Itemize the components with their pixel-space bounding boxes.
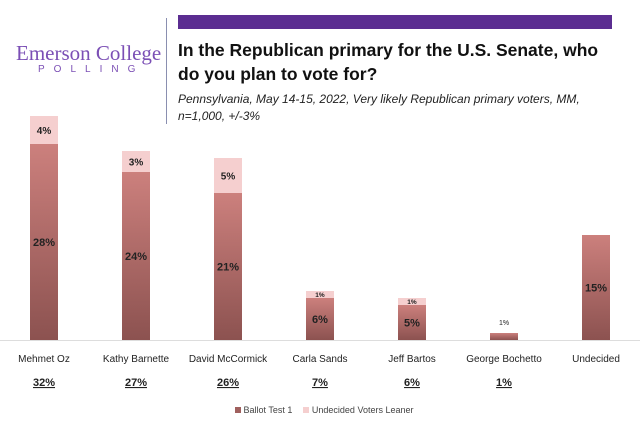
- data-label-ballot: 28%: [33, 237, 55, 249]
- data-label-leaner: 5%: [221, 172, 236, 183]
- data-label-leaner: 1%: [407, 299, 417, 306]
- category-label: David McCormick: [189, 354, 268, 365]
- bar-leaner: [398, 298, 426, 305]
- category-label: Undecided: [572, 354, 620, 365]
- total-label: 6%: [404, 377, 420, 389]
- bar-ballot: [306, 298, 334, 340]
- category-label: George Bochetto: [466, 354, 542, 365]
- data-label-leaner: 4%: [37, 126, 52, 137]
- bar-leaner: [30, 116, 58, 144]
- data-label-ballot: 21%: [217, 262, 239, 274]
- divider: [166, 18, 167, 124]
- total-label: 32%: [33, 377, 55, 389]
- logo-subtitle: POLLING: [38, 64, 145, 75]
- data-label-leaner: 3%: [129, 158, 144, 169]
- category-label: Mehmet Oz: [18, 354, 70, 365]
- data-label-ballot: 15%: [585, 283, 607, 295]
- header-accent-bar: [178, 15, 612, 29]
- bar-ballot: [214, 193, 242, 340]
- data-label-ballot: 1%: [499, 320, 509, 327]
- data-label-ballot: 6%: [312, 314, 328, 326]
- total-label: 1%: [496, 377, 512, 389]
- chart-subtitle: Pennsylvania, May 14-15, 2022, Very like…: [178, 92, 580, 123]
- data-label-leaner: 1%: [315, 292, 325, 299]
- bar-ballot: [30, 144, 58, 340]
- bar-ballot: [490, 333, 518, 340]
- total-label: 27%: [125, 377, 147, 389]
- bar-leaner: [306, 291, 334, 298]
- category-label: Kathy Barnette: [103, 354, 170, 365]
- total-label: 26%: [217, 377, 239, 389]
- data-label-ballot: 5%: [404, 318, 420, 330]
- bar-ballot: [398, 305, 426, 340]
- legend-label-leaner: Undecided Voters Leaner: [311, 405, 414, 415]
- data-label-ballot: 24%: [125, 251, 147, 263]
- bar-leaner: [214, 158, 242, 193]
- legend-label-ballot: Ballot Test 1: [243, 405, 293, 415]
- total-label: 7%: [312, 377, 328, 389]
- legend: Ballot Test 1 Undecided Voters Leaner: [0, 405, 640, 415]
- bar-ballot: [122, 172, 150, 340]
- bar-leaner: [122, 151, 150, 172]
- chart-title: In the Republican primary for the U.S. S…: [178, 40, 599, 84]
- legend-swatch-leaner: [302, 407, 309, 413]
- category-label: Carla Sands: [292, 354, 347, 365]
- bar-ballot: [582, 235, 610, 340]
- legend-swatch-ballot: [234, 407, 241, 413]
- category-label: Jeff Bartos: [388, 354, 436, 365]
- logo-name: Emerson College: [16, 41, 162, 65]
